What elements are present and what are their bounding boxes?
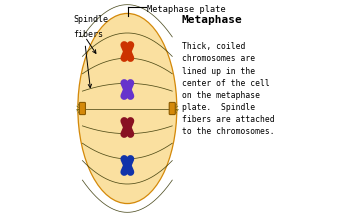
FancyBboxPatch shape xyxy=(169,102,175,115)
Text: Metaphase plate: Metaphase plate xyxy=(147,5,226,14)
Text: Thick, coiled
chromosomes are
lined up in the
center of the cell
on the metaphas: Thick, coiled chromosomes are lined up i… xyxy=(182,42,274,136)
Text: Spindle: Spindle xyxy=(73,15,108,24)
FancyBboxPatch shape xyxy=(79,102,86,115)
Text: Metaphase: Metaphase xyxy=(182,15,242,25)
Text: fibers: fibers xyxy=(73,30,103,39)
Ellipse shape xyxy=(77,13,178,204)
Ellipse shape xyxy=(78,14,176,203)
